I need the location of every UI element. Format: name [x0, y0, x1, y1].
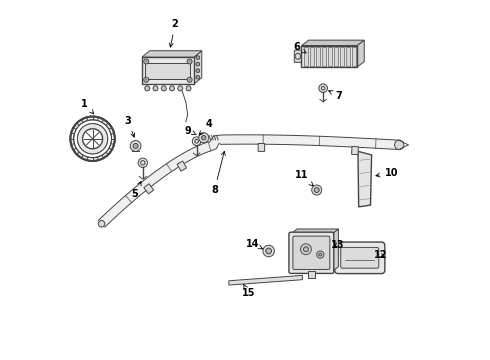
Bar — [352, 147, 359, 155]
Polygon shape — [332, 229, 339, 272]
Circle shape — [196, 76, 199, 79]
Circle shape — [71, 117, 115, 161]
Text: 9: 9 — [184, 126, 196, 135]
Bar — [334, 47, 338, 66]
Bar — [144, 184, 154, 194]
Circle shape — [144, 77, 148, 82]
Bar — [177, 161, 187, 171]
Circle shape — [199, 133, 209, 143]
Text: 12: 12 — [374, 250, 387, 260]
Circle shape — [394, 140, 404, 149]
Bar — [310, 47, 314, 66]
Bar — [301, 45, 357, 67]
Text: 6: 6 — [293, 42, 306, 53]
Circle shape — [178, 86, 183, 91]
Polygon shape — [301, 40, 364, 45]
Circle shape — [187, 77, 192, 82]
Bar — [258, 144, 265, 152]
Text: 7: 7 — [329, 91, 343, 101]
Circle shape — [161, 86, 166, 91]
Circle shape — [312, 185, 322, 195]
Polygon shape — [142, 57, 194, 84]
Text: 13: 13 — [331, 239, 344, 249]
Circle shape — [83, 129, 102, 149]
Circle shape — [201, 135, 206, 140]
Polygon shape — [291, 229, 339, 234]
Bar — [346, 47, 350, 66]
Text: 5: 5 — [131, 181, 141, 199]
Circle shape — [186, 86, 191, 91]
FancyBboxPatch shape — [341, 247, 379, 268]
Polygon shape — [142, 51, 202, 57]
Bar — [328, 47, 332, 66]
Bar — [304, 47, 308, 66]
Circle shape — [303, 247, 309, 252]
FancyBboxPatch shape — [335, 242, 385, 274]
Circle shape — [319, 84, 327, 93]
FancyBboxPatch shape — [294, 50, 303, 62]
Circle shape — [314, 188, 319, 193]
Bar — [322, 47, 326, 66]
Circle shape — [196, 56, 199, 59]
Polygon shape — [194, 51, 202, 84]
Circle shape — [133, 143, 138, 148]
Circle shape — [263, 245, 274, 257]
Circle shape — [192, 137, 201, 145]
Polygon shape — [357, 40, 364, 67]
Circle shape — [187, 59, 192, 64]
Text: 14: 14 — [246, 239, 263, 249]
Text: 2: 2 — [170, 19, 178, 47]
FancyBboxPatch shape — [293, 236, 330, 270]
Text: 1: 1 — [81, 99, 94, 114]
Polygon shape — [358, 151, 371, 207]
Circle shape — [319, 253, 322, 256]
FancyBboxPatch shape — [289, 232, 334, 273]
Circle shape — [266, 248, 271, 254]
Text: 10: 10 — [376, 168, 398, 178]
Text: 8: 8 — [211, 151, 225, 195]
Circle shape — [189, 79, 191, 81]
Text: 3: 3 — [124, 116, 135, 137]
Circle shape — [196, 69, 199, 72]
Bar — [316, 47, 319, 66]
Circle shape — [145, 60, 147, 63]
Circle shape — [77, 123, 108, 154]
Text: 11: 11 — [295, 170, 313, 186]
Circle shape — [98, 220, 105, 227]
Bar — [308, 271, 315, 278]
Circle shape — [130, 140, 141, 151]
Circle shape — [144, 59, 148, 64]
Circle shape — [153, 86, 158, 91]
Circle shape — [170, 86, 174, 91]
Circle shape — [74, 120, 112, 158]
Circle shape — [196, 62, 199, 66]
Text: 15: 15 — [242, 285, 255, 298]
Circle shape — [189, 60, 191, 63]
Polygon shape — [229, 275, 302, 285]
Bar — [352, 47, 356, 66]
Bar — [146, 63, 190, 79]
Circle shape — [145, 86, 150, 91]
Circle shape — [138, 158, 147, 167]
Circle shape — [145, 79, 147, 81]
Bar — [340, 47, 344, 66]
Polygon shape — [98, 135, 399, 227]
Text: 4: 4 — [199, 120, 213, 135]
